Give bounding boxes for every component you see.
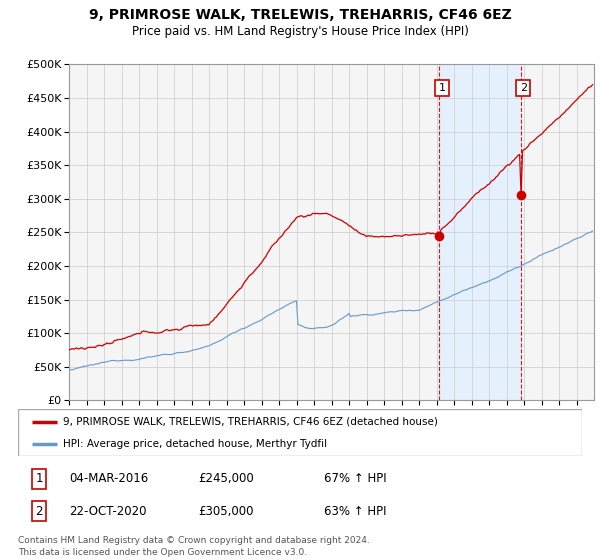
Text: £305,000: £305,000 xyxy=(198,505,254,518)
Text: 2: 2 xyxy=(35,505,43,518)
Bar xyxy=(439,64,521,400)
Text: 63% ↑ HPI: 63% ↑ HPI xyxy=(324,505,386,518)
Text: 9, PRIMROSE WALK, TRELEWIS, TREHARRIS, CF46 6EZ: 9, PRIMROSE WALK, TRELEWIS, TREHARRIS, C… xyxy=(89,8,511,22)
Text: 22-OCT-2020: 22-OCT-2020 xyxy=(69,505,146,518)
Text: 9, PRIMROSE WALK, TRELEWIS, TREHARRIS, CF46 6EZ (detached house): 9, PRIMROSE WALK, TRELEWIS, TREHARRIS, C… xyxy=(63,417,438,427)
Text: 04-MAR-2016: 04-MAR-2016 xyxy=(69,472,148,486)
Text: Contains HM Land Registry data © Crown copyright and database right 2024.
This d: Contains HM Land Registry data © Crown c… xyxy=(18,536,370,557)
Text: 1: 1 xyxy=(35,472,43,486)
Text: 1: 1 xyxy=(439,83,446,93)
FancyBboxPatch shape xyxy=(18,409,582,456)
Text: £245,000: £245,000 xyxy=(198,472,254,486)
Text: HPI: Average price, detached house, Merthyr Tydfil: HPI: Average price, detached house, Mert… xyxy=(63,438,327,449)
Text: Price paid vs. HM Land Registry's House Price Index (HPI): Price paid vs. HM Land Registry's House … xyxy=(131,25,469,38)
Text: 67% ↑ HPI: 67% ↑ HPI xyxy=(324,472,386,486)
Text: 2: 2 xyxy=(520,83,527,93)
